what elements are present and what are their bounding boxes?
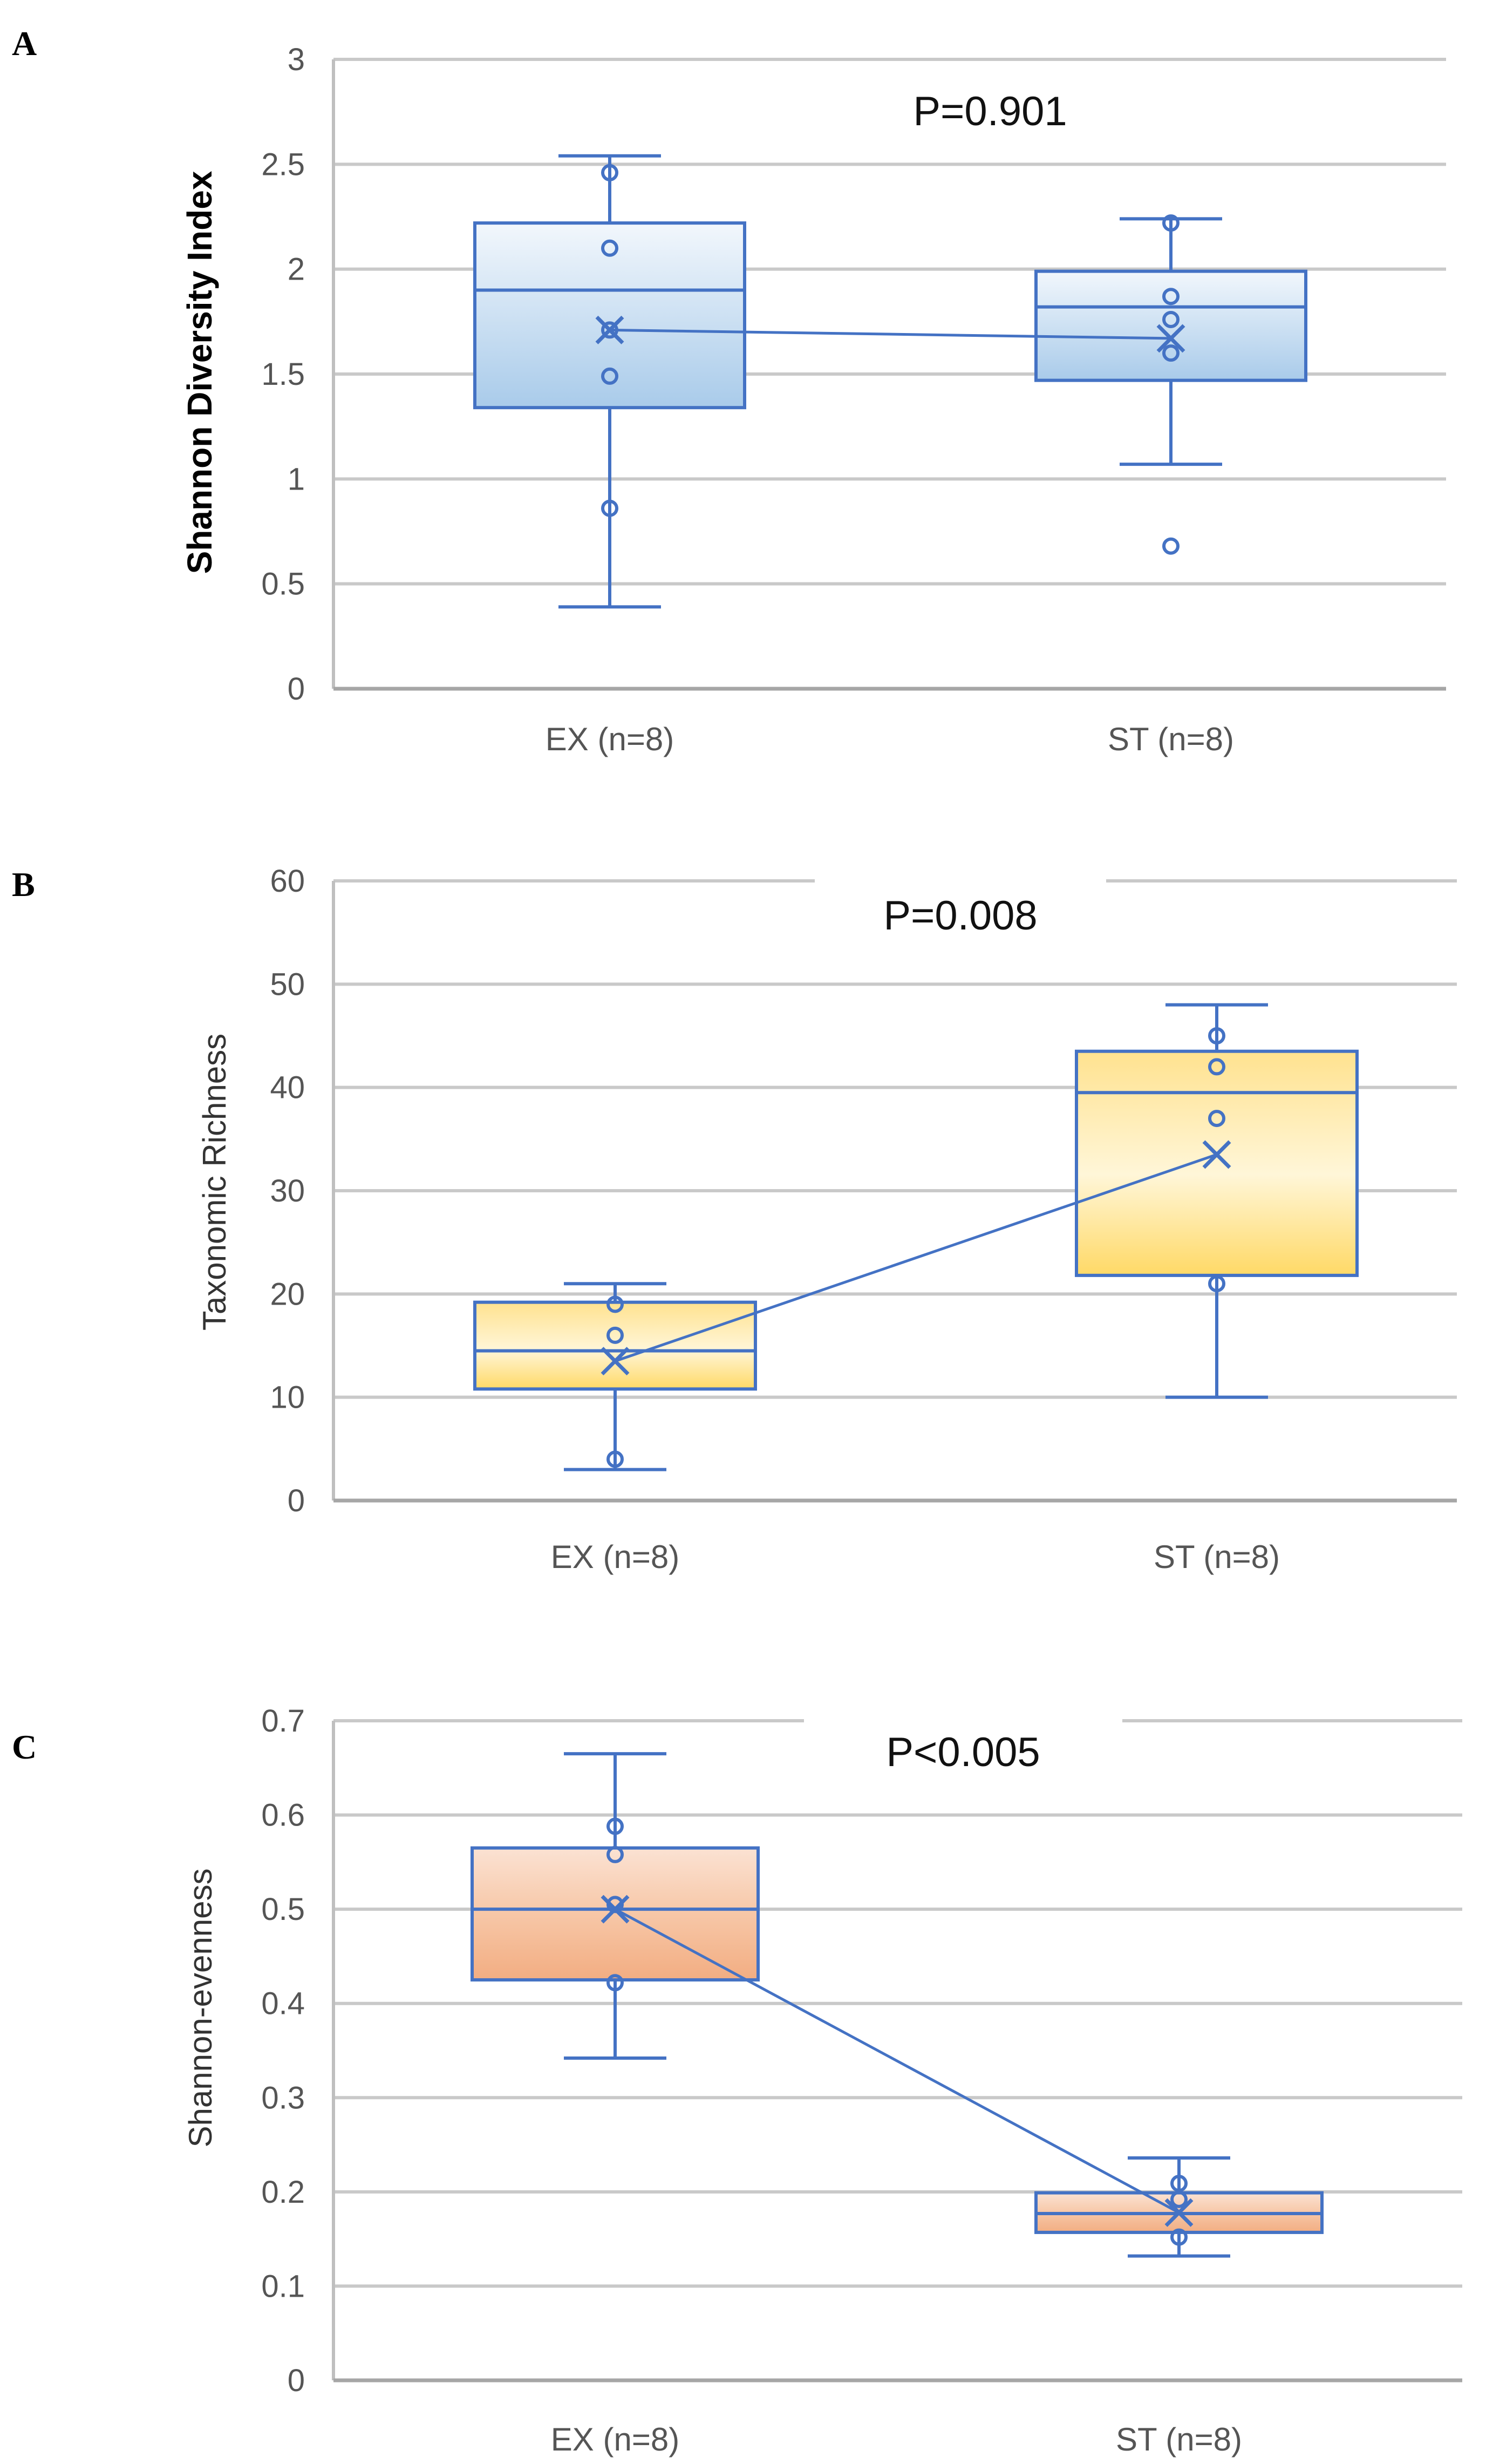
- y-tick-label: 30: [270, 1173, 305, 1209]
- y-tick-label: 0: [288, 671, 305, 707]
- axes-a: [332, 59, 1446, 691]
- mean-marker-ex: [601, 1895, 630, 1924]
- mean-x-stroke: [601, 1895, 630, 1924]
- x-category-label: ST (n=8): [1116, 2421, 1242, 2458]
- box-ex: [473, 221, 746, 410]
- mean-marker-ex: [595, 315, 624, 344]
- x-category-label: EX (n=8): [551, 2421, 679, 2458]
- y-tick-label: 0.5: [261, 1892, 305, 1927]
- data-point-ex: [606, 1326, 624, 1344]
- y-tick-label: 3: [288, 42, 305, 77]
- x-category-label: EX (n=8): [546, 721, 674, 757]
- data-point-st: [1170, 2190, 1188, 2208]
- mean-marker-st: [1156, 324, 1185, 353]
- data-point-st: [1170, 2228, 1188, 2246]
- y-tick-label: 0.4: [261, 1986, 305, 2021]
- y-tick-label: 0.7: [261, 1703, 305, 1739]
- y-tick-labels-a: 0 0.5 1 1.5 2 2.5 3: [261, 42, 305, 707]
- data-point-ex: [606, 1817, 624, 1835]
- mean-x-stroke: [1202, 1140, 1231, 1169]
- box-ex: [473, 1300, 757, 1391]
- y-axis-label-b: Taxonomic Richness: [196, 1034, 233, 1331]
- panel-letter-a: A: [12, 24, 37, 63]
- mean-x-stroke: [1156, 324, 1185, 353]
- p-value-b: P=0.008: [883, 893, 1037, 939]
- y-tick-label: 0.2: [261, 2175, 305, 2210]
- mean-marker-ex: [601, 1347, 630, 1376]
- category-labels-b: EX (n=8) ST (n=8): [551, 1539, 1280, 1575]
- x-category-label: ST (n=8): [1108, 721, 1234, 757]
- data-point-st: [1162, 537, 1180, 555]
- panel-a: A 0 0.5 1 1.5 2 2.5 3 EX (n=8) ST (n=8) P=0.901…: [12, 24, 1446, 757]
- box-ex: [471, 1846, 760, 1982]
- category-labels-a: EX (n=8) ST (n=8): [546, 721, 1234, 757]
- data-point-ex: [606, 1974, 624, 1992]
- p-value-c: P<0.005: [886, 1729, 1040, 1775]
- boxes-b: [473, 1003, 1359, 1471]
- data-point-st: [1208, 1275, 1225, 1293]
- data-point-st: [1162, 310, 1180, 328]
- y-tick-label: 20: [270, 1277, 305, 1312]
- data-point-st: [1170, 2175, 1188, 2193]
- data-point-ex: [601, 239, 618, 257]
- y-tick-label: 0: [288, 2363, 305, 2398]
- y-tick-label: 0.3: [261, 2080, 305, 2115]
- category-labels-c: EX (n=8) ST (n=8): [551, 2421, 1242, 2458]
- panel-b: B 0 10 20 30 40 50 60 EX (n=8) ST (n=8) P=0.008…: [12, 864, 1457, 1575]
- data-point-ex: [601, 367, 618, 385]
- data-point-st: [1162, 344, 1180, 362]
- y-tick-label: 0.6: [261, 1798, 305, 1833]
- y-tick-labels-c: 0 0.1 0.2 0.3 0.4 0.5 0.6 0.7: [261, 1703, 305, 2398]
- mean-x-stroke: [601, 1347, 630, 1376]
- annotation-bg-a: [831, 81, 1149, 162]
- y-tick-label: 0.1: [261, 2269, 305, 2304]
- y-tick-label: 2: [288, 252, 305, 287]
- y-tick-label: 40: [270, 1070, 305, 1105]
- y-axis-label-c: Shannon-evenness: [182, 1868, 219, 2147]
- mean-x-stroke: [595, 315, 624, 344]
- data-point-st: [1208, 1058, 1225, 1076]
- panel-letter-c: C: [12, 1728, 37, 1766]
- panel-c: C 0 0.1 0.2 0.3 0.4 0.5 0.6 0.7 EX (n=8) ST (n=8…: [12, 1703, 1462, 2458]
- y-tick-label: 50: [270, 967, 305, 1002]
- y-tick-label: 1.5: [261, 357, 305, 392]
- y-tick-label: 2.5: [261, 147, 305, 182]
- data-point-st: [1162, 214, 1180, 232]
- x-category-label: EX (n=8): [551, 1539, 679, 1575]
- y-tick-label: 10: [270, 1380, 305, 1415]
- annotation-bg-c: [804, 1714, 1122, 1792]
- data-point-st: [1208, 1027, 1225, 1044]
- y-tick-label: 60: [270, 864, 305, 899]
- mean-connector-line: [609, 328, 1171, 340]
- panel-letter-b: B: [12, 865, 35, 904]
- y-tick-labels-b: 0 10 20 30 40 50 60: [270, 864, 305, 1518]
- axes-c: [332, 1721, 1462, 2382]
- data-point-ex: [601, 499, 618, 517]
- mean-connector-line: [614, 1908, 1180, 2214]
- p-value-a: P=0.901: [913, 89, 1067, 134]
- x-category-label: ST (n=8): [1154, 1539, 1280, 1575]
- y-tick-label: 0: [288, 1483, 305, 1518]
- data-point-ex: [606, 1295, 624, 1313]
- y-tick-label: 1: [288, 461, 305, 497]
- mean-marker-st: [1164, 2198, 1194, 2227]
- y-tick-label: 0.5: [261, 567, 305, 602]
- box-st: [1075, 1049, 1359, 1277]
- mean-connector-line: [615, 1153, 1217, 1363]
- data-point-ex: [606, 1450, 624, 1468]
- data-point-st: [1208, 1110, 1225, 1128]
- mean-marker-st: [1202, 1140, 1231, 1169]
- boxes-c: [471, 1752, 1324, 2258]
- mean-x-stroke: [1164, 2198, 1194, 2227]
- data-point-st: [1162, 288, 1180, 306]
- boxes-a: [473, 154, 1307, 609]
- data-point-ex: [606, 1845, 624, 1863]
- annotation-bg-b: [815, 874, 1106, 950]
- y-axis-label-a: Shannon Diversity Index: [180, 171, 219, 574]
- axes-b: [332, 881, 1457, 1503]
- data-point-ex: [601, 164, 618, 181]
